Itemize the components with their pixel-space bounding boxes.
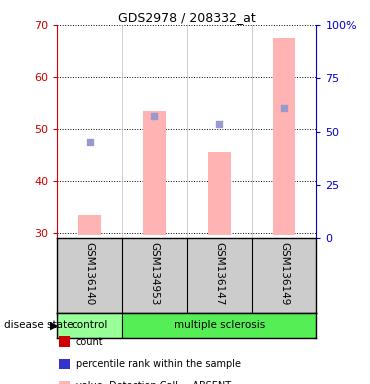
Bar: [143, 111, 166, 235]
Text: GSM134953: GSM134953: [149, 242, 159, 305]
Point: [87, 139, 92, 145]
Title: GDS2978 / 208332_at: GDS2978 / 208332_at: [118, 11, 256, 24]
Point: [151, 113, 157, 119]
Bar: [273, 38, 295, 235]
Point: [281, 105, 287, 111]
Text: disease state: disease state: [4, 320, 73, 331]
Text: value, Detection Call = ABSENT: value, Detection Call = ABSENT: [76, 381, 231, 384]
Text: GSM136140: GSM136140: [85, 242, 95, 305]
Point: [216, 121, 222, 127]
Text: ▶: ▶: [50, 320, 58, 331]
Text: count: count: [76, 337, 104, 347]
Text: GSM136149: GSM136149: [279, 242, 289, 305]
Bar: [208, 152, 231, 235]
Bar: [122, 313, 316, 338]
Bar: [78, 215, 101, 235]
Text: percentile rank within the sample: percentile rank within the sample: [76, 359, 241, 369]
Text: multiple sclerosis: multiple sclerosis: [174, 320, 265, 331]
Text: control: control: [71, 320, 108, 331]
Text: GSM136147: GSM136147: [214, 242, 224, 305]
Bar: [57, 313, 122, 338]
